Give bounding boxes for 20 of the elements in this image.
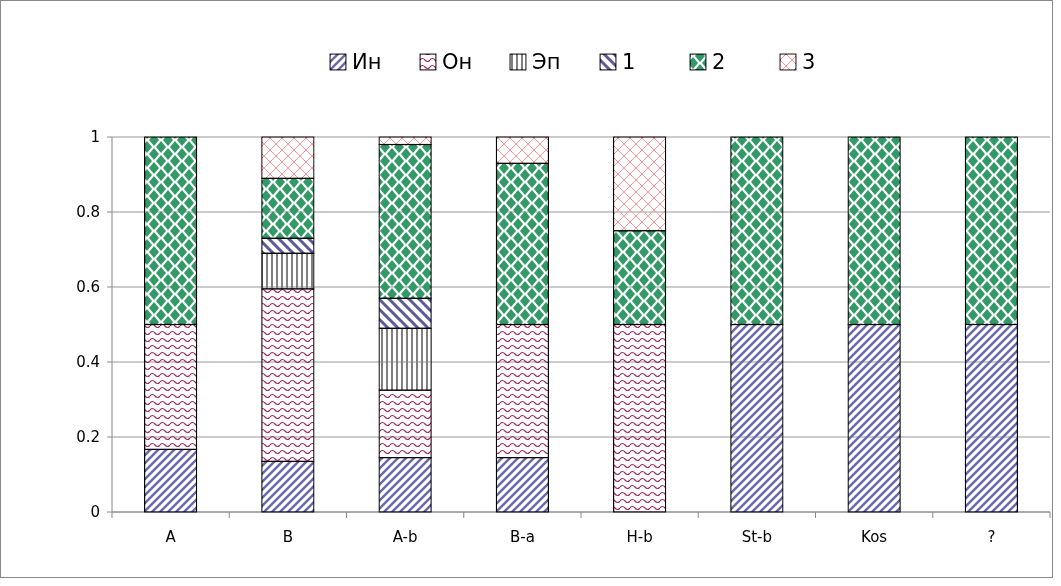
legend-label: Ин	[352, 50, 382, 75]
x-tick-label: H-b	[626, 528, 653, 546]
y-tick-label: 0.2	[76, 428, 100, 447]
y-tick-label: 1	[90, 128, 100, 147]
x-tick-label: St-b	[741, 528, 773, 546]
x-tick-label: A	[165, 528, 177, 546]
y-tick-label: 0	[90, 503, 100, 522]
y-tick-label: 0.4	[76, 353, 100, 372]
y-tick-label: 0.6	[76, 278, 100, 297]
legend-label: Эп	[532, 50, 561, 75]
legend-label: 3	[802, 50, 816, 75]
y-tick-label: 0.8	[76, 203, 100, 222]
x-tick-label: ?	[987, 528, 996, 546]
x-tick-label: Kos	[861, 528, 888, 546]
x-tick-label: B	[282, 528, 294, 546]
legend-label: Он	[442, 50, 473, 75]
x-tick-label: A-b	[392, 528, 418, 546]
legend-label: 2	[712, 50, 726, 75]
legend-label: 1	[622, 50, 636, 75]
x-tick-label: B-a	[509, 528, 535, 546]
